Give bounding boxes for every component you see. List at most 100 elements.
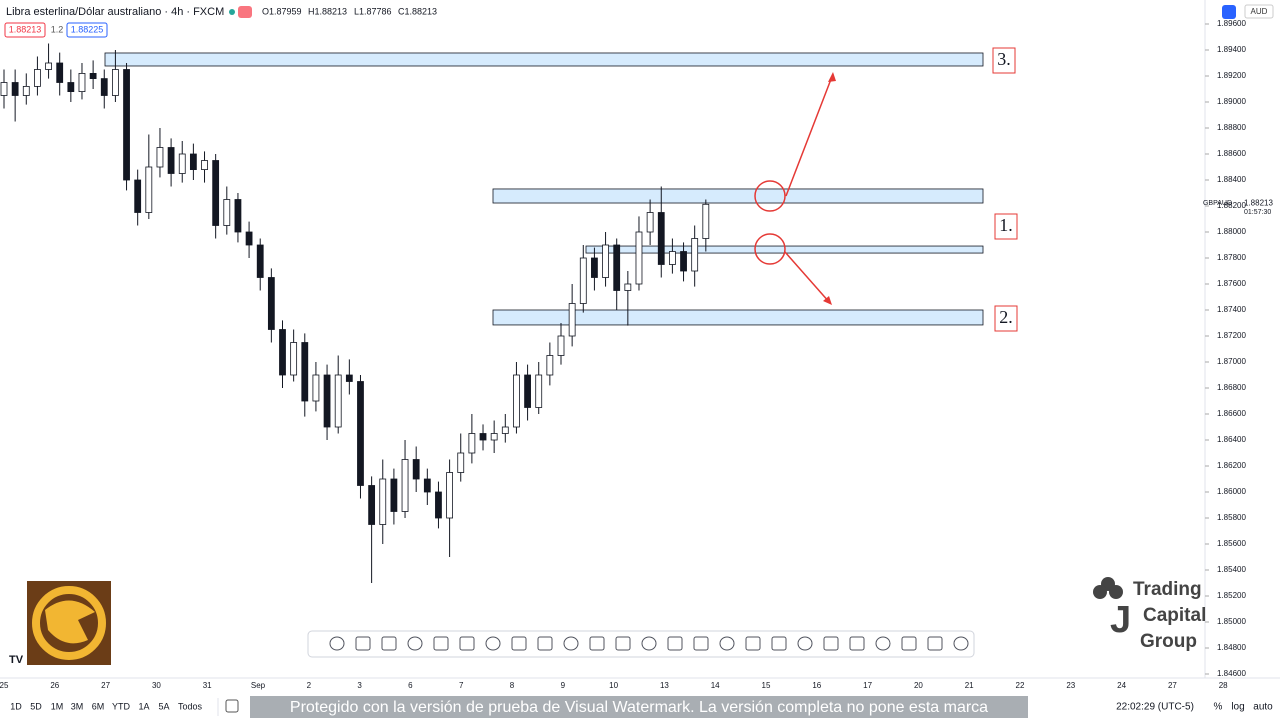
range-button[interactable]: 1D <box>10 701 22 711</box>
club-icon <box>1093 585 1107 599</box>
candle-body <box>0 82 8 96</box>
tool-icon[interactable] <box>797 636 813 651</box>
date-range-button[interactable] <box>225 699 239 713</box>
buy-price[interactable]: 1.88225 <box>71 24 104 34</box>
tool-icon[interactable] <box>381 636 397 651</box>
percent-toggle[interactable]: % <box>1214 702 1223 713</box>
x-tick-label: 25 <box>0 681 9 690</box>
x-tick-label: 17 <box>863 681 872 690</box>
tool-icon[interactable] <box>641 636 657 651</box>
candle-body <box>178 153 186 174</box>
range-button[interactable]: 6M <box>92 701 105 711</box>
tool-icon[interactable] <box>459 636 475 651</box>
tool-icon[interactable] <box>693 636 709 651</box>
y-tick-label: 1.85800 <box>1217 513 1246 522</box>
tool-icon[interactable] <box>537 636 553 651</box>
range-button[interactable]: Todos <box>178 701 203 711</box>
tool-icon[interactable] <box>719 636 735 651</box>
range-button[interactable]: 1M <box>51 701 64 711</box>
y-tick-label: 1.88600 <box>1217 149 1246 158</box>
x-tick-label: 30 <box>152 681 161 690</box>
zone-label: 2. <box>999 307 1013 327</box>
candle-body <box>379 478 387 525</box>
tool-icon[interactable] <box>745 636 761 651</box>
x-tick-label: 26 <box>50 681 59 690</box>
auto-toggle[interactable]: auto <box>1253 702 1273 713</box>
tool-icon[interactable] <box>849 636 865 651</box>
circle-annotation <box>754 233 786 265</box>
x-tick-label: 6 <box>408 681 413 690</box>
tool-icon[interactable] <box>355 636 371 651</box>
zone-label: 3. <box>997 49 1011 69</box>
candle-body <box>145 166 153 213</box>
tool-icon[interactable] <box>511 636 527 651</box>
sell-price[interactable]: 1.88213 <box>9 24 42 34</box>
candle-body <box>401 459 409 512</box>
tool-icon[interactable] <box>615 636 631 651</box>
candle-body <box>78 73 86 93</box>
candle-body <box>67 82 75 92</box>
range-button[interactable]: 5D <box>30 701 42 711</box>
candle-body <box>56 62 64 83</box>
arrow-up <box>785 73 834 197</box>
x-tick-label: 21 <box>965 681 974 690</box>
currency[interactable]: AUD <box>1251 7 1268 16</box>
logo-eagle <box>45 600 95 644</box>
candle-body <box>334 374 342 428</box>
tool-icon[interactable] <box>875 636 891 651</box>
candle-body <box>312 374 320 402</box>
y-tick-label: 1.86800 <box>1217 383 1246 392</box>
tool-icon[interactable] <box>485 636 501 651</box>
range-button[interactable]: 5A <box>158 701 169 711</box>
logo-j: J <box>1110 599 1131 641</box>
settings-button[interactable] <box>1222 5 1236 19</box>
x-tick-label: 9 <box>561 681 566 690</box>
tool-icon[interactable] <box>329 636 345 651</box>
zone <box>104 52 984 67</box>
candle-body <box>290 342 298 376</box>
y-tick-label: 1.85200 <box>1217 591 1246 600</box>
tool-icon[interactable] <box>953 636 969 651</box>
tool-icon[interactable] <box>407 636 423 651</box>
x-tick-label: 27 <box>101 681 110 690</box>
tool-icon[interactable] <box>823 636 839 651</box>
tool-icon[interactable] <box>927 636 943 651</box>
candle-body <box>479 433 487 441</box>
tool-icon[interactable] <box>667 636 683 651</box>
candle-body <box>557 335 565 356</box>
spread: 1.2 <box>51 24 64 34</box>
tool-icon[interactable] <box>563 636 579 651</box>
x-tick-label: 23 <box>1066 681 1075 690</box>
tool-icon[interactable] <box>433 636 449 651</box>
candle-body <box>256 244 264 278</box>
range-button[interactable]: 1A <box>138 701 149 711</box>
zone-label-box <box>994 213 1018 240</box>
ohlc-close: C1.88213 <box>398 6 437 16</box>
buy-button[interactable] <box>66 22 108 38</box>
x-tick-label: 2 <box>307 681 312 690</box>
candle-body <box>646 212 654 233</box>
candle-body <box>669 251 676 265</box>
candle-body <box>22 86 30 96</box>
range-button[interactable]: YTD <box>112 701 131 711</box>
candle-body <box>189 153 197 170</box>
candle-body <box>134 179 142 213</box>
y-tick-label: 1.87400 <box>1217 305 1246 314</box>
y-tick-label: 1.85000 <box>1217 617 1246 626</box>
tool-icon[interactable] <box>771 636 787 651</box>
y-tick-label: 1.85400 <box>1217 565 1246 574</box>
y-tick-label: 1.87800 <box>1217 253 1246 262</box>
y-tick-label: 1.87000 <box>1217 357 1246 366</box>
y-tick-label: 1.87200 <box>1217 331 1246 340</box>
ohlc-high: H1.88213 <box>308 6 347 16</box>
y-tick-label: 1.87600 <box>1217 279 1246 288</box>
range-button[interactable]: 3M <box>71 701 84 711</box>
tool-icon[interactable] <box>901 636 917 651</box>
candle-body <box>390 478 398 512</box>
currency-button[interactable] <box>1244 4 1274 19</box>
tool-icon[interactable] <box>589 636 605 651</box>
candle-body <box>279 329 286 376</box>
sell-button[interactable] <box>4 22 46 38</box>
log-toggle[interactable]: log <box>1231 702 1244 713</box>
